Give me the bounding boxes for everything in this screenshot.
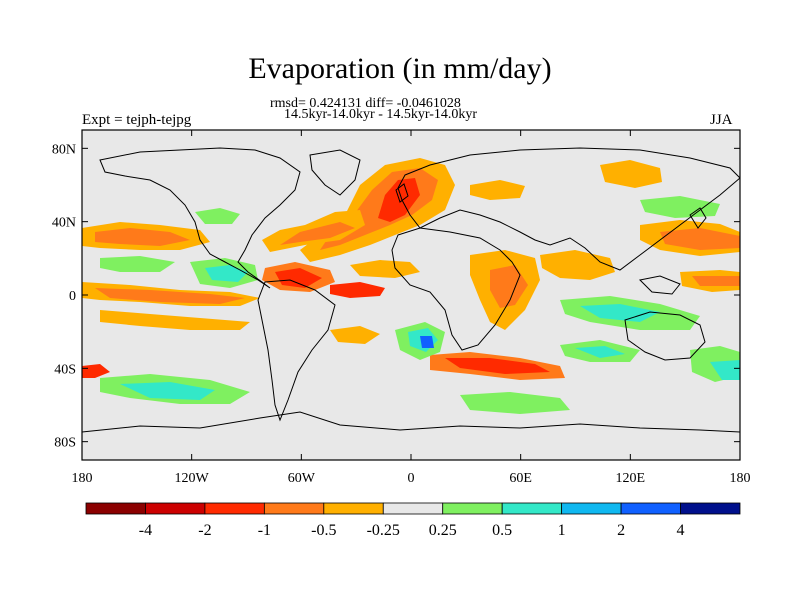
lat-tick-label: 80S bbox=[54, 436, 76, 451]
coastline-eurasia bbox=[397, 147, 740, 271]
anomaly-region bbox=[470, 180, 525, 200]
anomaly-region bbox=[600, 160, 662, 188]
anomaly-region bbox=[460, 392, 570, 414]
colorbar-label: 0.5 bbox=[492, 522, 512, 539]
anomaly-region bbox=[100, 310, 250, 330]
lat-tick-label: 40S bbox=[54, 362, 76, 377]
lon-tick-label: 180 bbox=[72, 471, 93, 486]
colorbar-swatch bbox=[442, 502, 503, 515]
colorbar-label: -1 bbox=[258, 522, 271, 539]
colorbar-swatch bbox=[561, 502, 622, 515]
colorbar-label: 0.25 bbox=[429, 522, 457, 539]
lon-tick-label: 60E bbox=[509, 471, 532, 486]
anomaly-region bbox=[445, 358, 550, 374]
coastline-uk bbox=[395, 183, 409, 203]
lon-tick-label: 0 bbox=[408, 471, 415, 486]
latitude-axis: 80N 40N 0 40S 80S bbox=[52, 142, 740, 451]
coastline-north-america bbox=[99, 147, 301, 289]
lon-tick-label: 60W bbox=[288, 471, 316, 486]
colorbar-label: 1 bbox=[558, 522, 566, 539]
coastline-antarctica bbox=[82, 411, 740, 433]
coastline-africa bbox=[391, 227, 521, 351]
colorbar-label: -0.25 bbox=[367, 522, 400, 539]
coastline-australia bbox=[624, 311, 706, 361]
coastline-maritime-continent bbox=[638, 275, 681, 295]
lat-tick-label: 80N bbox=[52, 142, 76, 157]
lon-tick-label: 120W bbox=[175, 471, 210, 486]
lon-tick-label: 120E bbox=[616, 471, 646, 486]
stats-line: rmsd= 0.424131 diff= -0.0461028 bbox=[270, 96, 461, 111]
lat-tick-label: 0 bbox=[69, 289, 76, 304]
period-line: 14.5kyr-14.0kyr - 14.5kyr-14.0kyr bbox=[284, 107, 478, 122]
colorbar-label: 4 bbox=[677, 522, 685, 539]
anomaly-region bbox=[540, 250, 615, 280]
colorbar-swatch bbox=[680, 502, 741, 515]
anomaly-region bbox=[350, 260, 420, 278]
anomaly-region bbox=[280, 222, 355, 245]
anomaly-region bbox=[692, 276, 740, 286]
experiment-label: Expt = tejph-tejpg bbox=[82, 112, 192, 128]
colorbar-swatch bbox=[620, 502, 681, 515]
anomaly-region bbox=[660, 228, 740, 250]
anomaly-field bbox=[82, 158, 740, 414]
anomaly-region bbox=[95, 228, 190, 246]
colorbar-swatch bbox=[323, 502, 384, 515]
lon-tick-label: 180 bbox=[730, 471, 751, 486]
anomaly-region bbox=[195, 208, 240, 224]
colorbar-label: 2 bbox=[617, 522, 625, 539]
anomaly-region bbox=[100, 256, 175, 272]
coastline-south-america bbox=[257, 279, 336, 422]
season-label: JJA bbox=[710, 112, 733, 128]
colorbar-swatch bbox=[204, 502, 265, 515]
anomaly-region bbox=[82, 364, 110, 378]
lat-tick-label: 40N bbox=[52, 216, 76, 231]
coastlines bbox=[82, 147, 740, 433]
anomaly-region bbox=[640, 196, 720, 218]
colorbar-swatch bbox=[85, 502, 146, 515]
anomaly-region bbox=[95, 288, 245, 304]
colorbar-label: -4 bbox=[139, 522, 152, 539]
anomaly-region bbox=[205, 265, 248, 282]
anomaly-region bbox=[275, 268, 322, 288]
map-title: Evaporation (in mm/day) bbox=[248, 52, 552, 85]
anomaly-region bbox=[330, 326, 380, 344]
anomaly-region bbox=[575, 346, 625, 358]
anomaly-region bbox=[490, 265, 528, 308]
anomaly-region bbox=[120, 382, 215, 400]
colorbar-swatch bbox=[145, 502, 206, 515]
anomaly-region bbox=[580, 304, 660, 322]
longitude-axis: 180 120W 60W 0 60E 120E 180 bbox=[72, 130, 751, 486]
colorbar-label: -2 bbox=[198, 522, 211, 539]
colorbar-label: -0.5 bbox=[311, 522, 336, 539]
colorbar-swatch bbox=[263, 502, 325, 515]
colorbar-swatch bbox=[382, 502, 444, 515]
colorbar: -4 -2 -1 -0.5 -0.25 0.25 0.5 1 2 4 bbox=[85, 502, 741, 539]
coastline-greenland bbox=[309, 149, 361, 196]
anomaly-region bbox=[420, 336, 434, 348]
anomaly-region bbox=[710, 360, 740, 380]
coastline-japan bbox=[689, 207, 707, 229]
anomaly-region bbox=[330, 282, 385, 298]
colorbar-swatch bbox=[501, 502, 563, 515]
